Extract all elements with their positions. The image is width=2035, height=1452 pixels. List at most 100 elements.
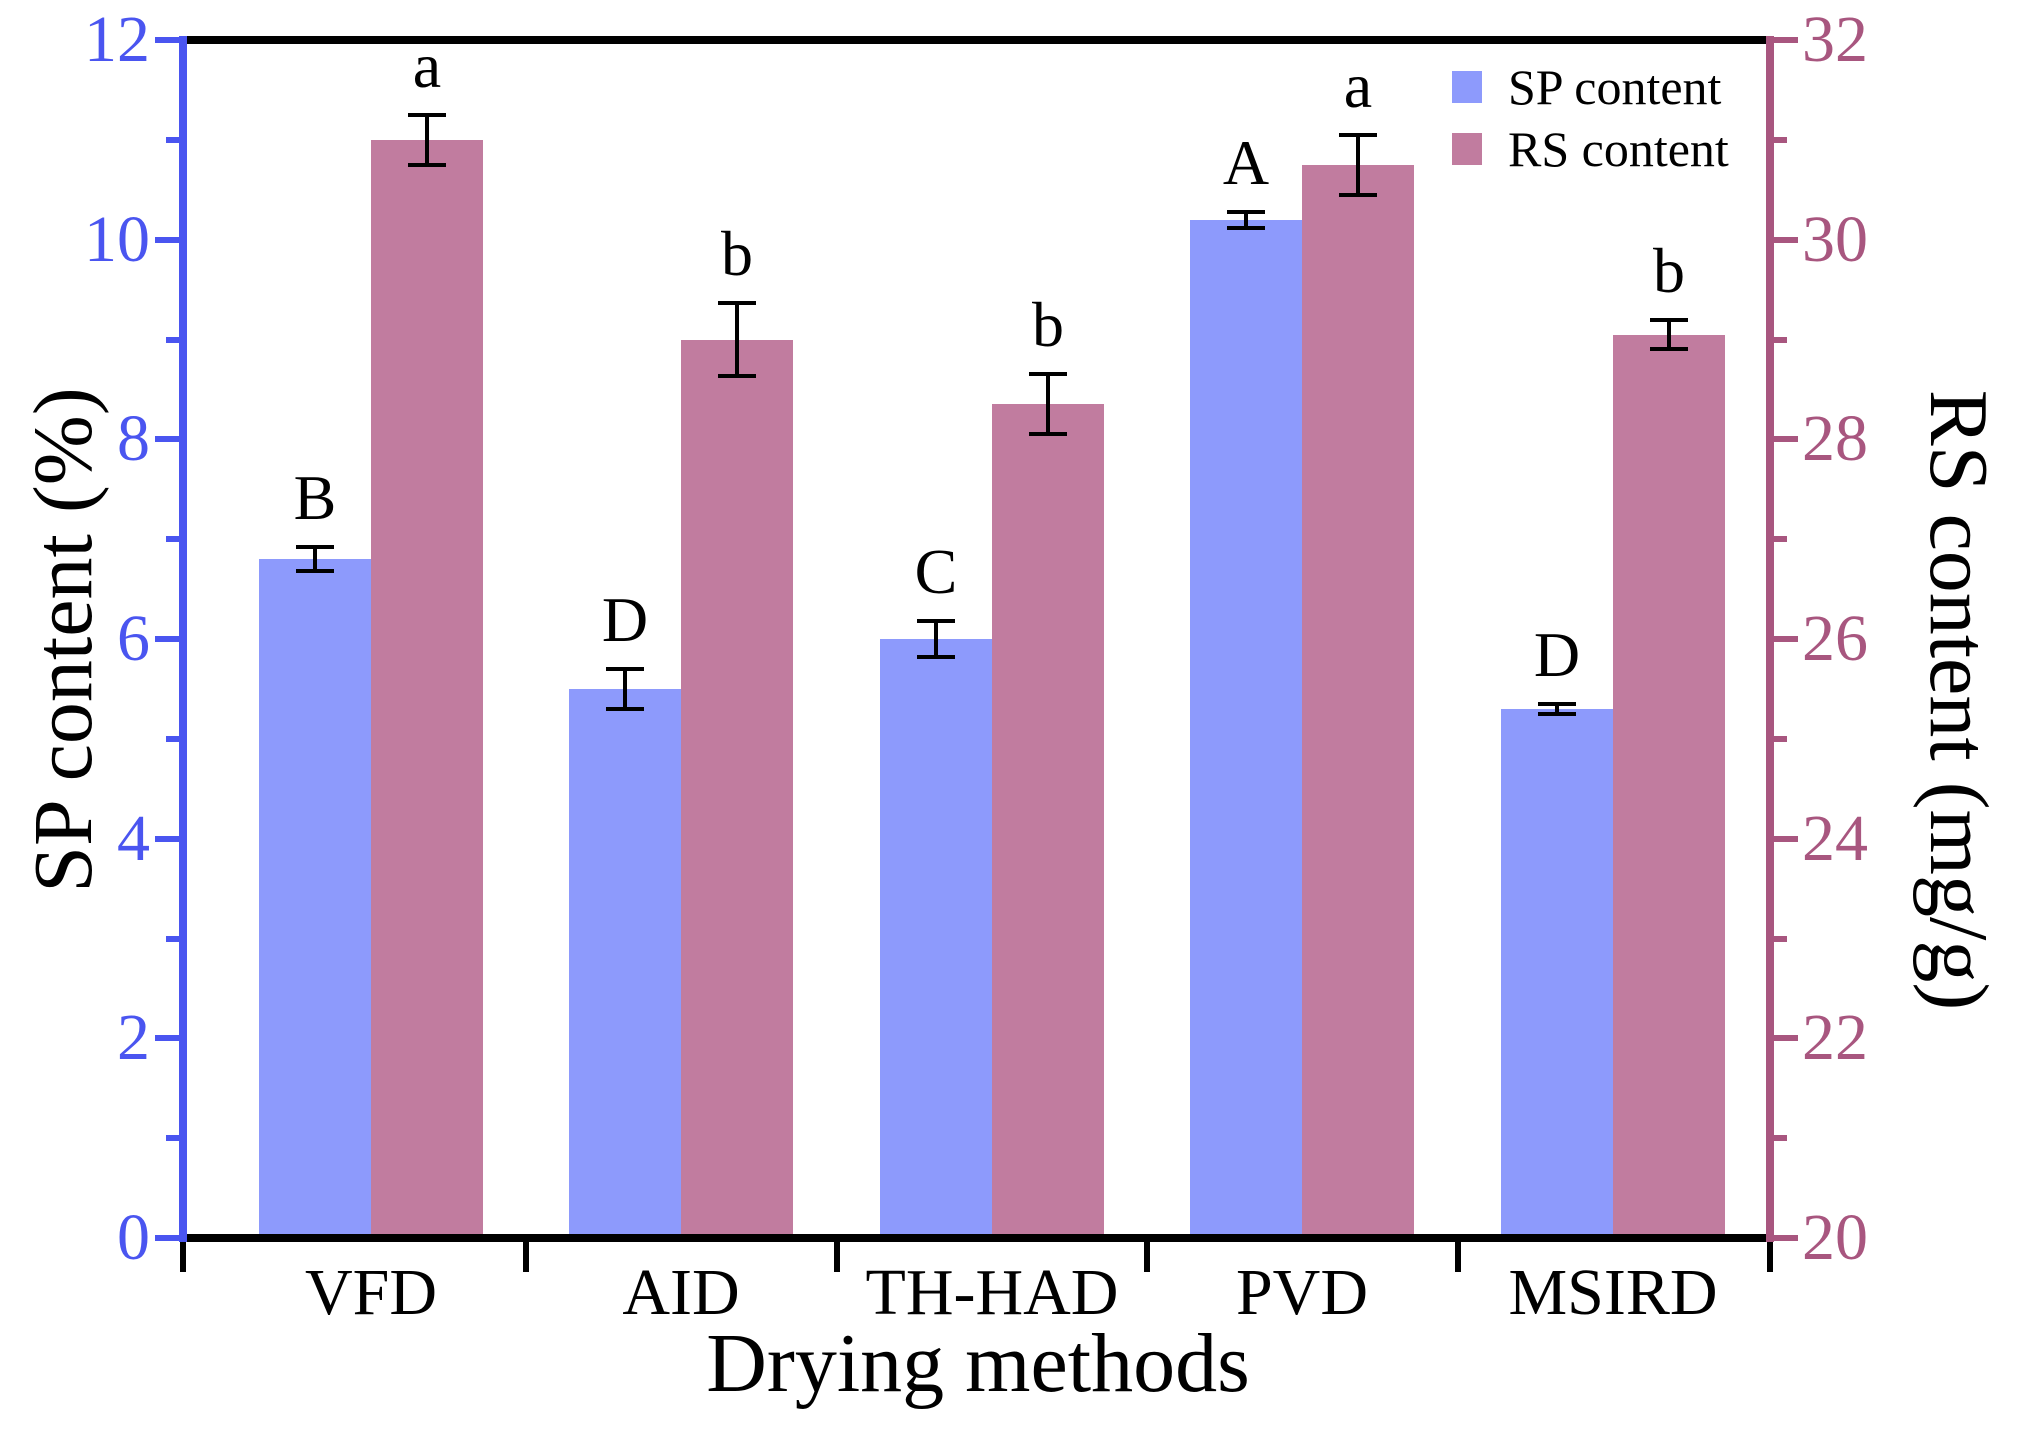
x-axis-boundary-tick [180, 1242, 186, 1272]
error-bar-cap-bottom [1029, 432, 1067, 437]
right-axis-major-tick [1774, 436, 1798, 443]
error-bar-line [313, 547, 317, 572]
x-axis-category-label: AID [622, 1256, 740, 1329]
legend-label: RS content [1508, 121, 1729, 177]
error-bar-line [1667, 319, 1671, 350]
x-axis-boundary-tick [833, 1242, 840, 1272]
error-bar-cap-top [1029, 372, 1067, 377]
right-axis-major-tick [1774, 636, 1798, 642]
bar-rs-msird [1613, 334, 1725, 1238]
error-bar-line [1046, 374, 1050, 435]
right-axis-title: RS content (mg/g) [1912, 389, 2005, 1011]
bar-sp-pvd [1190, 219, 1302, 1238]
error-bar-line [623, 668, 627, 709]
left-axis-major-tick [155, 1035, 179, 1042]
legend-swatch-rs [1452, 133, 1482, 165]
error-bar-line [934, 621, 938, 657]
significance-letter: b [1032, 289, 1064, 361]
left-axis-major-tick [155, 1235, 179, 1241]
left-axis-tick-label: 10 [84, 202, 150, 276]
right-axis-major-tick [1774, 835, 1798, 842]
x-axis-category-label: PVD [1235, 1256, 1369, 1329]
left-axis-minor-tick [166, 536, 179, 543]
left-axis-major-tick [155, 835, 179, 842]
right-axis-minor-tick [1774, 935, 1787, 942]
right-axis-line [1766, 36, 1774, 1242]
error-bar-cap-top [917, 619, 955, 624]
left-axis-minor-tick [166, 136, 179, 143]
x-axis-category-label: MSIRD [1508, 1256, 1718, 1329]
error-bar-cap-bottom [917, 654, 955, 659]
error-bar-line [1555, 703, 1559, 714]
error-bar-cap-top [1227, 209, 1265, 214]
legend-item-rs: RS content [1452, 118, 1729, 180]
right-axis-tick-label: 28 [1802, 402, 1868, 476]
left-axis-tick-label: 0 [117, 1201, 150, 1274]
left-axis-major-tick [155, 37, 179, 43]
x-axis-title: Drying methods [706, 1317, 1250, 1410]
right-axis-minor-tick [1774, 1135, 1787, 1142]
left-axis-title: SP content (%) [17, 387, 110, 893]
error-bar-cap-top [408, 112, 446, 117]
left-axis-minor-tick [166, 935, 179, 942]
top-frame-line [179, 36, 1774, 44]
right-axis-major-tick [1774, 1235, 1798, 1241]
left-axis-line [179, 36, 187, 1242]
right-axis-tick-label: 32 [1802, 3, 1868, 76]
significance-letter: b [721, 217, 753, 289]
error-bar-line [1356, 134, 1360, 195]
right-axis-minor-tick [1774, 536, 1787, 543]
bar-sp-vfd [259, 559, 371, 1238]
right-axis-minor-tick [1774, 136, 1787, 143]
right-axis-tick-label: 26 [1802, 602, 1868, 675]
right-axis-tick-label: 24 [1802, 801, 1868, 875]
left-axis-minor-tick [166, 1135, 179, 1142]
left-axis-minor-tick [166, 735, 179, 742]
bar-rs-th-had [992, 404, 1104, 1238]
significance-letter: A [1222, 126, 1270, 198]
right-axis-major-tick [1774, 236, 1798, 243]
error-bar-cap-top [296, 545, 334, 550]
legend: SP content RS content [1452, 56, 1729, 180]
error-bar-cap-bottom [1339, 192, 1377, 197]
significance-letter: C [914, 536, 958, 608]
significance-letter: b [1653, 234, 1685, 306]
significance-letter: a [1343, 49, 1373, 121]
error-bar-cap-bottom [1538, 711, 1576, 716]
bar-sp-aid [569, 688, 681, 1238]
error-bar-cap-top [1339, 132, 1377, 137]
x-axis-boundary-tick [1454, 1242, 1461, 1272]
bar-sp-msird [1501, 708, 1613, 1238]
x-axis-boundary-tick [523, 1242, 529, 1272]
error-bar-line [735, 302, 739, 377]
right-axis-major-tick [1774, 37, 1798, 43]
left-axis-minor-tick [166, 336, 179, 343]
x-axis-category-label: TH-HAD [865, 1256, 1119, 1329]
error-bar-cap-bottom [718, 374, 756, 379]
left-axis-tick-label: 8 [117, 402, 150, 476]
error-bar-cap-top [718, 300, 756, 305]
left-axis-tick-label: 4 [117, 801, 150, 875]
right-axis-minor-tick [1774, 336, 1787, 343]
error-bar-cap-bottom [606, 706, 644, 711]
error-bar-cap-top [1538, 701, 1576, 706]
error-bar-cap-top [1650, 317, 1688, 322]
right-axis-tick-label: 22 [1802, 1001, 1868, 1075]
left-axis-tick-label: 12 [84, 3, 150, 76]
left-axis-tick-label: 6 [117, 602, 150, 675]
error-bar-cap-top [606, 666, 644, 671]
legend-label: SP content [1508, 59, 1722, 115]
error-bar-line [425, 114, 429, 165]
legend-item-sp: SP content [1452, 56, 1729, 118]
x-axis-category-label: VFD [304, 1256, 438, 1329]
bar-rs-vfd [371, 139, 483, 1238]
bar-sp-th-had [880, 639, 992, 1238]
error-bar-cap-bottom [408, 162, 446, 167]
left-axis-major-tick [155, 436, 179, 443]
right-axis-minor-tick [1774, 735, 1787, 742]
error-bar-cap-bottom [296, 569, 334, 574]
left-axis-major-tick [155, 636, 179, 642]
error-bar-cap-bottom [1227, 225, 1265, 230]
legend-swatch-sp [1452, 71, 1482, 103]
right-axis-tick-label: 20 [1802, 1201, 1868, 1274]
